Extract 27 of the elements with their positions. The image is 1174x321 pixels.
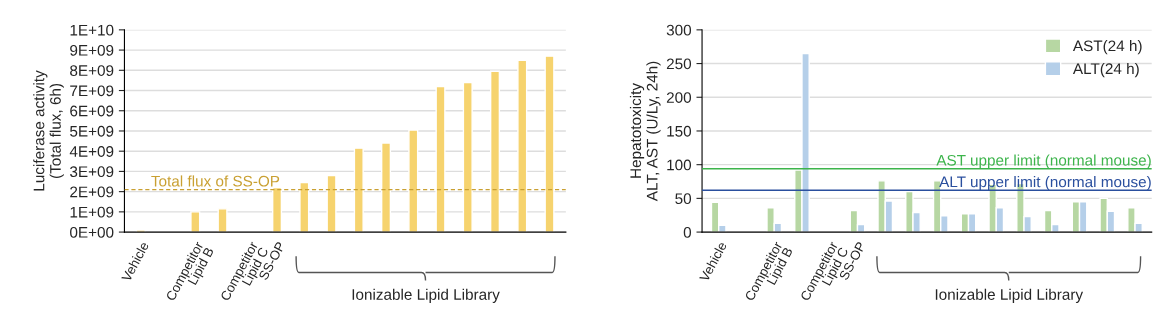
y-tick-label: 0 [683,226,692,238]
y-tick-label: 0E+00 [70,226,114,238]
legend-label: ALT(24 h) [1072,62,1139,78]
text: Ionizable Lipid Library [935,288,1084,303]
y-tick-label: 3E+09 [70,166,114,178]
y-tick-label: 4E+09 [69,146,114,157]
y-tick-label: 300 [666,24,692,36]
y-tick-label: 250 [666,58,692,70]
legend-label: AST(24 h) [1072,40,1142,55]
y-tick-label: 1E+10 [70,24,114,36]
y-tick-label: 1E+09 [70,206,114,218]
y-tick-label: 5E+09 [70,125,114,137]
y-tick-label: 200 [666,92,692,103]
y-tick-label: 2E+09 [70,186,114,198]
y-tick-label: 9E+09 [70,44,114,56]
y-axis-title: Luciferase activity (Total flux, 6h) [33,70,64,191]
y-tick-label: 150 [667,125,692,137]
ref-line-label: ALT upper limit (normal mouse) [939,176,1151,191]
y-tick-label: 8E+09 [70,65,114,76]
text: Ionizable Lipid Library [352,288,500,303]
y-tick-label: 100 [667,159,692,171]
y-tick-label: 6E+09 [70,105,114,117]
ref-line-label: AST upper limit (normal mouse) [936,154,1151,169]
y-tick-label: 7E+09 [70,85,114,97]
ref-line-label: Total flux of SS-OP [151,175,280,187]
y-axis-title: Hepatotoxicity ALT, AST (U/Ly, 24h) [629,61,661,202]
y-tick-label: 50 [675,193,692,205]
